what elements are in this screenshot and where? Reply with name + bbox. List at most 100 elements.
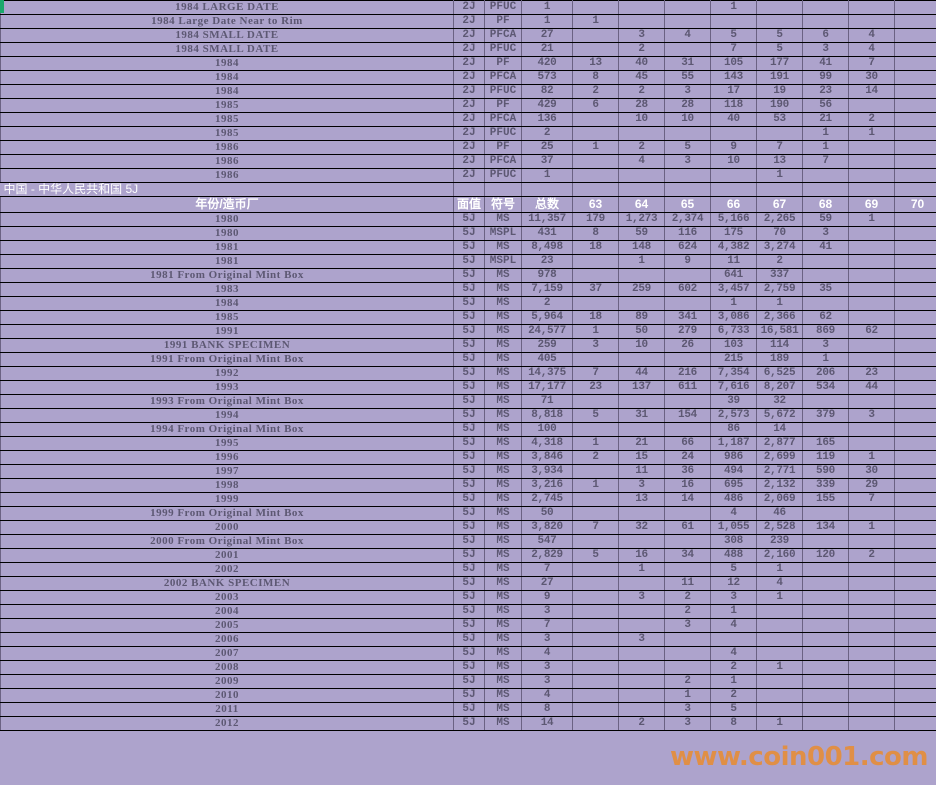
table-row[interactable]: 1996 5J MS 3,846 2 15 24 986 2,699 119 1 [0, 450, 936, 465]
table-row[interactable]: 1981 5J MSPL 23 1 9 11 2 [0, 254, 936, 269]
cell-description[interactable]: 2000 [0, 520, 454, 535]
cell-description[interactable]: 1984 [0, 296, 454, 311]
table-row[interactable]: 1999 5J MS 2,745 13 14 486 2,069 155 7 [0, 492, 936, 507]
cell-description[interactable]: 1984 [0, 56, 454, 71]
cell-description[interactable]: 1993 From Original Mint Box [0, 394, 454, 409]
table-row[interactable]: 1986 2J PFCA 37 4 3 10 13 7 [0, 154, 936, 169]
table-row[interactable]: 1984 5J MS 2 1 1 [0, 296, 936, 311]
cell-description[interactable]: 1996 [0, 450, 454, 465]
header-denomination[interactable]: 面值 [453, 196, 485, 213]
table-row[interactable]: 1985 2J PFUC 2 1 1 [0, 126, 936, 141]
table-row[interactable]: 2002 BANK SPECIMEN 5J MS 27 11 12 4 [0, 576, 936, 591]
cell-description[interactable]: 1986 [0, 154, 454, 169]
header-grade-67[interactable]: 67 [756, 196, 803, 213]
cell-description[interactable]: 2011 [0, 702, 454, 717]
cell-description[interactable]: 1998 [0, 478, 454, 493]
table-row[interactable]: 2003 5J MS 9 3 2 3 1 [0, 590, 936, 605]
table-row[interactable]: 2004 5J MS 3 2 1 [0, 604, 936, 619]
cell-description[interactable]: 2008 [0, 660, 454, 675]
table-row[interactable]: 1991 BANK SPECIMEN 5J MS 259 3 10 26 103 114 3 [0, 338, 936, 353]
cell-description[interactable]: 1981 [0, 240, 454, 255]
cell-description[interactable]: 1980 [0, 212, 454, 227]
header-grade-65[interactable]: 65 [664, 196, 711, 213]
table-row[interactable]: 2011 5J MS 8 3 5 [0, 702, 936, 717]
cell-description[interactable]: 1984 [0, 84, 454, 99]
cell-description[interactable]: 1992 [0, 366, 454, 381]
cell-description[interactable]: 1981 From Original Mint Box [0, 268, 454, 283]
table-row[interactable]: 2006 5J MS 3 3 [0, 632, 936, 647]
table-row[interactable]: 1984 2J PF 420 13 40 31 105 177 41 7 [0, 56, 936, 71]
cell-description[interactable]: 1991 BANK SPECIMEN [0, 338, 454, 353]
cell-description[interactable]: 2006 [0, 632, 454, 647]
cell-description[interactable]: 1994 [0, 408, 454, 423]
cell-description[interactable]: 1981 [0, 254, 454, 269]
cell-description[interactable]: 1983 [0, 282, 454, 297]
table-row[interactable]: 1984 SMALL DATE 2J PFUC 21 2 7 5 3 4 [0, 42, 936, 57]
cell-description[interactable]: 1985 [0, 98, 454, 113]
header-grade-70[interactable]: 70 [894, 196, 936, 213]
cell-description[interactable]: 2003 [0, 590, 454, 605]
header-total[interactable]: 总数 [521, 196, 573, 213]
table-row[interactable]: 1995 5J MS 4,318 1 21 66 1,187 2,877 165 [0, 436, 936, 451]
table-row[interactable]: 1984 2J PFUC 82 2 2 3 17 19 23 14 [0, 84, 936, 99]
table-row[interactable]: 2012 5J MS 14 2 3 8 1 [0, 716, 936, 731]
table-row[interactable]: 2002 5J MS 7 1 5 1 [0, 562, 936, 577]
header-grade-68[interactable]: 68 [802, 196, 849, 213]
cell-description[interactable]: 1984 SMALL DATE [0, 42, 454, 57]
header-symbol[interactable]: 符号 [484, 196, 522, 213]
cell-description[interactable]: 1991 From Original Mint Box [0, 352, 454, 367]
cell-description[interactable]: 2000 From Original Mint Box [0, 534, 454, 549]
cell-description[interactable]: 1985 [0, 126, 454, 141]
cell-description[interactable]: 1995 [0, 436, 454, 451]
table-row[interactable]: 1994 From Original Mint Box 5J MS 100 86 14 [0, 422, 936, 437]
cell-description[interactable]: 1994 From Original Mint Box [0, 422, 454, 437]
table-row[interactable]: 2007 5J MS 4 4 [0, 646, 936, 661]
header-grade-66[interactable]: 66 [710, 196, 757, 213]
table-row[interactable]: 2010 5J MS 4 1 2 [0, 688, 936, 703]
cell-description[interactable]: 1993 [0, 380, 454, 395]
cell-description[interactable]: 2002 [0, 562, 454, 577]
cell-description[interactable]: 1984 Large Date Near to Rim [0, 14, 454, 29]
cell-description[interactable]: 1984 [0, 70, 454, 85]
cell-description[interactable]: 1984 LARGE DATE [0, 0, 454, 15]
table-row[interactable]: 1984 SMALL DATE 2J PFCA 27 3 4 5 5 6 4 [0, 28, 936, 43]
cell-description[interactable]: 1991 [0, 324, 454, 339]
table-row[interactable]: 2001 5J MS 2,829 5 16 34 488 2,160 120 2 [0, 548, 936, 563]
table-row[interactable]: 1985 2J PFCA 136 10 10 40 53 21 2 [0, 112, 936, 127]
table-row[interactable]: 1980 5J MSPL 431 8 59 116 175 70 3 [0, 226, 936, 241]
table-row[interactable]: 1986 2J PFUC 1 1 [0, 168, 936, 183]
table-row[interactable]: 1993 From Original Mint Box 5J MS 71 39 32 [0, 394, 936, 409]
header-grade-63[interactable]: 63 [572, 196, 619, 213]
table-row[interactable]: 1984 Large Date Near to Rim 2J PF 1 1 [0, 14, 936, 29]
table-row[interactable]: 1981 From Original Mint Box 5J MS 978 641 337 [0, 268, 936, 283]
table-row[interactable]: 1986 2J PF 25 1 2 5 9 7 1 [0, 140, 936, 155]
cell-description[interactable]: 1986 [0, 140, 454, 155]
table-row[interactable]: 1993 5J MS 17,177 23 137 611 7,616 8,207 534 44 [0, 380, 936, 395]
cell-description[interactable]: 2009 [0, 674, 454, 689]
table-row[interactable]: 1991 From Original Mint Box 5J MS 405 215 189… [0, 352, 936, 367]
cell-description[interactable]: 1985 [0, 310, 454, 325]
table-row[interactable]: 1994 5J MS 8,818 5 31 154 2,573 5,672 379 3 [0, 408, 936, 423]
table-row[interactable]: 2005 5J MS 7 3 4 [0, 618, 936, 633]
table-row[interactable]: 2000 5J MS 3,820 7 32 61 1,055 2,528 134 1 [0, 520, 936, 535]
header-description[interactable]: 年份/造币厂 [0, 196, 454, 213]
table-row[interactable]: 1985 5J MS 5,964 18 89 341 3,086 2,366 62 [0, 310, 936, 325]
cell-description[interactable]: 1999 From Original Mint Box [0, 506, 454, 521]
cell-description[interactable]: 2010 [0, 688, 454, 703]
cell-description[interactable]: 1999 [0, 492, 454, 507]
table-row[interactable]: 1998 5J MS 3,216 1 3 16 695 2,132 339 29 [0, 478, 936, 493]
table-row[interactable]: 2009 5J MS 3 2 1 [0, 674, 936, 689]
cell-description[interactable]: 2012 [0, 716, 454, 731]
cell-description[interactable]: 2005 [0, 618, 454, 633]
cell-description[interactable]: 1986 [0, 168, 454, 183]
table-row[interactable]: 1997 5J MS 3,934 11 36 494 2,771 590 30 [0, 464, 936, 479]
table-row[interactable]: 2008 5J MS 3 2 1 [0, 660, 936, 675]
table-row[interactable]: 1981 5J MS 8,498 18 148 624 4,382 3,274 41 [0, 240, 936, 255]
cell-description[interactable]: 1984 SMALL DATE [0, 28, 454, 43]
table-row[interactable]: 1984 2J PFCA 573 8 45 55 143 191 99 30 [0, 70, 936, 85]
table-row[interactable]: 1991 5J MS 24,577 1 50 279 6,733 16,581 869 62 [0, 324, 936, 339]
cell-description[interactable]: 2001 [0, 548, 454, 563]
table-row[interactable]: 1999 From Original Mint Box 5J MS 50 4 46 [0, 506, 936, 521]
table-row[interactable]: 1992 5J MS 14,375 7 44 216 7,354 6,525 206 23 [0, 366, 936, 381]
cell-description[interactable]: 2007 [0, 646, 454, 661]
